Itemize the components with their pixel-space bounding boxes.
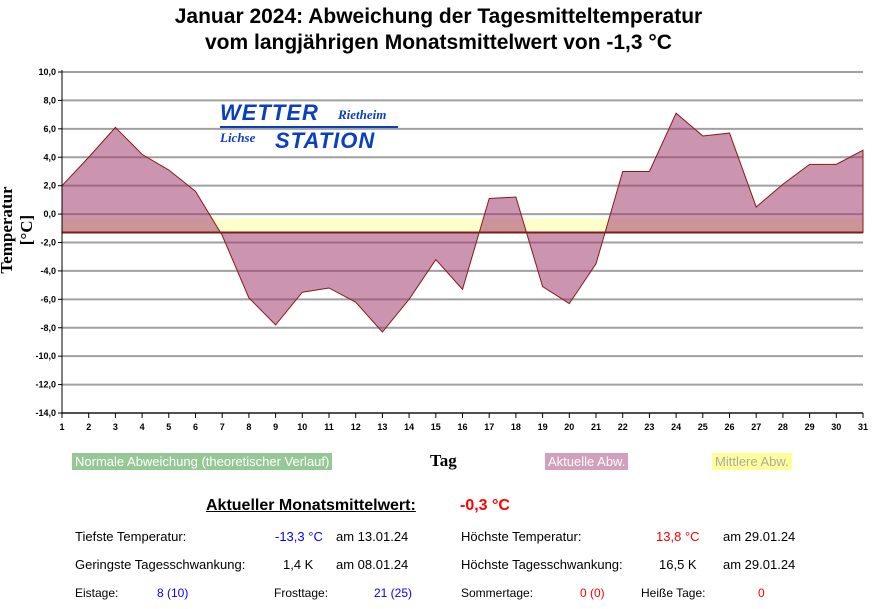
weather-station-logo: WETTER Rietheim Lichse STATION (220, 100, 400, 155)
hot-days-label: Heiße Tage: (641, 586, 706, 600)
x-tick-label: 24 (671, 422, 681, 432)
chart-title-line1: Januar 2024: Abweichung der Tagesmittelt… (174, 5, 703, 28)
x-tick-label: 10 (297, 422, 307, 432)
x-tick-label: 30 (831, 422, 841, 432)
x-tick-label: 2 (86, 422, 91, 432)
max-swing-value: 16,5 K (659, 557, 697, 572)
summer-days-value: 0 (0) (580, 586, 605, 600)
x-tick-label: 16 (457, 422, 467, 432)
x-tick-label: 11 (324, 422, 334, 432)
y-axis-label: Temperatur [°C] (0, 186, 36, 274)
x-tick-label: 28 (778, 422, 788, 432)
x-tick-label: 29 (805, 422, 815, 432)
x-axis-label: Tag (430, 451, 457, 470)
mean-label: Aktueller Monatsmittelwert: (206, 497, 416, 514)
max-temp-value: 13,8 °C (656, 529, 700, 544)
x-tick-label: 3 (113, 422, 118, 432)
x-tick-label: 15 (431, 422, 441, 432)
x-tick-label: 9 (273, 422, 278, 432)
legend-normal: Normale Abweichung (theoretischer Verlau… (72, 453, 333, 470)
y-tick-label: 4,0 (43, 152, 56, 162)
min-temp-date: am 13.01.24 (336, 529, 409, 544)
min-temp-label: Tiefste Temperatur: (75, 529, 187, 544)
logo-wetter: WETTER (220, 100, 319, 125)
ice-days-label: Eistage: (75, 586, 119, 600)
x-tick-label: 22 (618, 422, 628, 432)
legend-mean: Mittlere Abw. (712, 453, 792, 470)
min-swing-label: Geringste Tagesschwankung: (75, 557, 246, 572)
min-swing-value: 1,4 K (283, 557, 314, 572)
summer-days-label: Sommertage: (461, 586, 534, 600)
y-tick-label: 0,0 (43, 209, 56, 219)
x-tick-label: 26 (724, 422, 734, 432)
x-tick-label: 17 (484, 422, 494, 432)
legend-actual: Aktuelle Abw. (545, 453, 629, 470)
max-swing-label: Höchste Tagesschwankung: (461, 557, 623, 572)
ice-days-value: 8 (10) (157, 586, 189, 600)
x-tick-label: 13 (377, 422, 387, 432)
logo-lichse: Lichse (220, 130, 256, 145)
x-tick-label: 4 (140, 422, 145, 432)
hot-days-value: 0 (758, 586, 765, 600)
x-tick-label: 12 (351, 422, 361, 432)
frost-days-label: Frosttage: (274, 586, 329, 600)
x-tick-label: 21 (591, 422, 601, 432)
x-tick-label: 27 (751, 422, 761, 432)
y-tick-label: -12,0 (35, 380, 56, 390)
actual-deviation-area (61, 112, 864, 333)
y-tick-label: 10,0 (38, 67, 56, 77)
logo-rietheim: Rietheim (338, 107, 387, 122)
x-tick-label: 8 (246, 422, 251, 432)
y-tick-label: -8,0 (40, 323, 56, 333)
max-temp-label: Höchste Temperatur: (461, 529, 582, 544)
y-tick-label: -14,0 (35, 408, 56, 418)
chart-title-line2: vom langjährigen Monatsmittelwert von -1… (205, 31, 672, 54)
x-tick-label: 1 (59, 422, 64, 432)
x-tick-label: 7 (220, 422, 225, 432)
frost-days-value: 21 (25) (374, 586, 413, 600)
y-tick-label: -10,0 (35, 351, 56, 361)
x-tick-label: 14 (404, 422, 414, 432)
x-tick-label: 31 (858, 422, 868, 432)
logo-station: STATION (275, 128, 376, 153)
x-tick-label: 20 (564, 422, 574, 432)
y-tick-label: 8,0 (43, 95, 56, 105)
max-swing-date: am 29.01.24 (723, 557, 796, 572)
x-tick-label: 25 (698, 422, 708, 432)
x-tick-label: 6 (193, 422, 198, 432)
x-tick-label: 5 (166, 422, 171, 432)
mean-value: -0,3 °C (460, 497, 510, 514)
y-tick-label: -2,0 (40, 238, 56, 248)
x-tick-label: 23 (644, 422, 654, 432)
x-tick-label: 18 (511, 422, 521, 432)
x-tick-label: 19 (538, 422, 548, 432)
max-temp-date: am 29.01.24 (723, 529, 796, 544)
min-swing-date: am 08.01.24 (336, 557, 409, 572)
y-tick-label: 6,0 (43, 124, 56, 134)
chart-svg: 10,0 8,0 6,0 4,0 2,0 0,0 -2,0 -4,0 -6,0 -8,0 -10,0… (35, 67, 868, 432)
y-tick-label: 2,0 (43, 181, 56, 191)
y-tick-label: -6,0 (40, 294, 56, 304)
min-temp-value: -13,3 °C (275, 529, 323, 544)
y-tick-label: -4,0 (40, 266, 56, 276)
